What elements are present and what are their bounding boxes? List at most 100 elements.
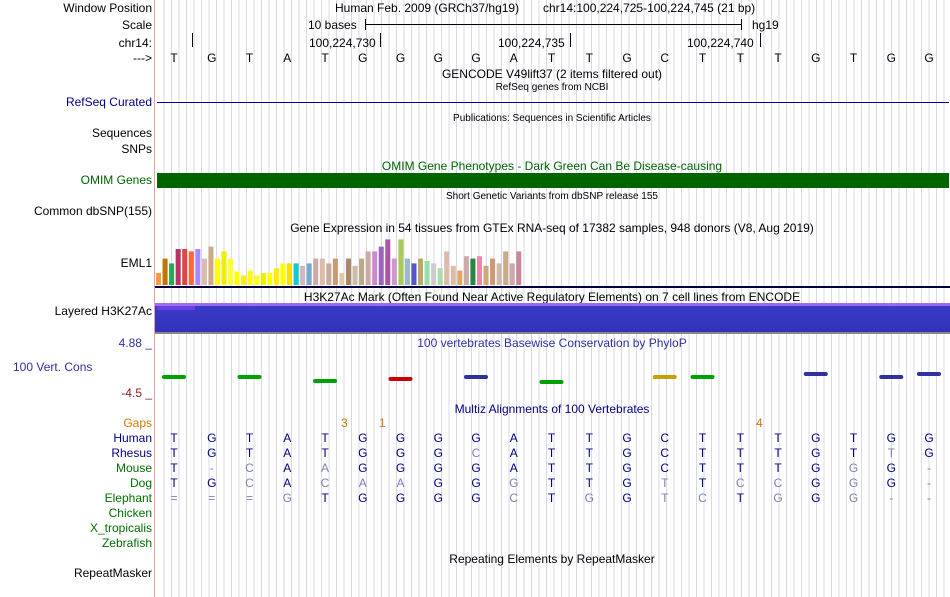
species-label[interactable]: Chicken	[108, 506, 152, 520]
ruler-tick-label: 100,224,735	[498, 36, 565, 50]
base-gridlines	[163, 0, 945, 597]
gtex-tissue-bar	[319, 258, 325, 285]
gtex-tissue-bar	[332, 258, 338, 285]
alignment-base: T	[245, 431, 254, 445]
species-label[interactable]: Rhesus	[111, 446, 152, 460]
phylop-title[interactable]: 100 vertebrates Basewise Conservation by…	[417, 336, 687, 350]
alignment-base: T	[661, 491, 669, 505]
alignment-base: G	[622, 476, 632, 490]
alignment-base: T	[170, 431, 178, 445]
alignment-base: T	[547, 431, 556, 445]
common-dbsnp-label[interactable]: Common dbSNP(155)	[33, 204, 152, 218]
omim-genes-label[interactable]: OMIM Genes	[80, 173, 152, 187]
alignment-base: T	[547, 461, 556, 475]
alignment-base: -	[927, 491, 931, 505]
alignment-base: C	[509, 491, 519, 505]
omim-gene-bar[interactable]	[157, 173, 949, 188]
snps-label[interactable]: SNPs	[121, 142, 152, 156]
alignment-base: T	[170, 461, 178, 475]
alignment-base: A	[283, 476, 292, 490]
alignment-base: G	[395, 446, 406, 460]
gtex-tissue-bar	[182, 249, 188, 285]
alignment-base: T	[321, 431, 329, 445]
species-label[interactable]: Human	[113, 431, 152, 445]
gtex-gene-label[interactable]: EML1	[120, 256, 152, 270]
gtex-tissue-bar	[476, 256, 482, 285]
alignment-base: G	[886, 476, 896, 490]
alignment-base: T	[887, 446, 895, 460]
refseq-subtitle[interactable]: RefSeq genes from NCBI	[495, 82, 609, 93]
gtex-tissue-bar	[300, 265, 306, 285]
phylop-track-label[interactable]: 100 Vert. Cons	[13, 360, 93, 374]
dbsnp-title[interactable]: Short Genetic Variants from dbSNP releas…	[446, 191, 658, 202]
alignment-base: A	[509, 446, 518, 460]
alignment-base: T	[849, 446, 858, 460]
alignment-base: =	[245, 491, 253, 505]
species-label[interactable]: X_tropicalis	[89, 521, 152, 535]
h3k27ac-signal[interactable]	[155, 303, 950, 332]
phylop-mark	[652, 375, 677, 379]
alignment-base: G	[848, 476, 859, 490]
gtex-tissue-bar	[247, 270, 253, 285]
gtex-expression-chart[interactable]	[155, 237, 535, 287]
phylop-conservation-logo[interactable]	[155, 365, 950, 395]
gtex-tissue-bar	[201, 258, 207, 285]
alignment-base: G	[395, 461, 406, 475]
gtex-tissue-bar	[391, 258, 397, 285]
base-letter: G	[395, 51, 406, 65]
multiz-title[interactable]: Multiz Alignments of 100 Vertebrates	[454, 402, 650, 416]
gencode-title[interactable]: GENCODE V49lift37 (2 items filtered out)	[441, 67, 663, 81]
gaps-label[interactable]: Gaps	[123, 416, 152, 430]
species-label[interactable]: Mouse	[115, 461, 152, 475]
species-label[interactable]: Elephant	[104, 491, 152, 505]
gtex-tissue-bar	[424, 261, 430, 285]
alignment-base: -	[927, 476, 931, 490]
alignment-base: A	[509, 461, 518, 475]
alignment-base: C	[245, 461, 254, 475]
gtex-tissue-bar	[418, 258, 424, 285]
repeatmasker-title[interactable]: Repeating Elements by RepeatMasker	[449, 552, 655, 566]
alignment-base: T	[661, 476, 669, 490]
alignment-base: G	[471, 461, 481, 475]
gtex-tissue-bar	[273, 268, 279, 285]
alignment-base: T	[547, 446, 556, 460]
species-label[interactable]: Dog	[129, 476, 152, 490]
phylop-mark	[162, 375, 186, 379]
strand-arrow-label[interactable]: --->	[133, 51, 152, 65]
alignment-base: A	[358, 476, 367, 490]
gtex-tissue-bar	[411, 263, 417, 285]
base-letter: T	[849, 51, 858, 65]
alignment-base: C	[660, 431, 670, 445]
publications-title[interactable]: Publications: Sequences in Scientific Ar…	[453, 113, 651, 124]
ruler-tick-label: 100,224,740	[687, 36, 754, 50]
layered-h3k27ac-label[interactable]: Layered H3K27Ac	[54, 304, 152, 318]
base-letter: T	[774, 51, 782, 65]
alignment-base: G	[622, 431, 632, 445]
alignment-base: -	[209, 461, 214, 475]
alignment-base: G	[433, 476, 443, 490]
gtex-tissue-bar	[195, 249, 201, 285]
assembly-title: Human Feb. 2009 (GRCh37/hg19)	[335, 1, 520, 15]
repeatmasker-label[interactable]: RepeatMasker	[73, 566, 152, 580]
alignment-base: A	[283, 446, 292, 460]
sequences-label[interactable]: Sequences	[91, 126, 152, 140]
base-letter: G	[358, 51, 368, 65]
gtex-tissue-bar	[313, 258, 319, 285]
alignment-base: A	[396, 476, 405, 490]
alignment-base: C	[660, 461, 670, 475]
species-label[interactable]: Zebrafish	[101, 536, 152, 550]
phylop-mark	[313, 379, 337, 383]
gtex-tissue-bar	[254, 275, 260, 285]
alignment-base: =	[208, 491, 216, 505]
gtex-title[interactable]: Gene Expression in 54 tissues from GTEx …	[290, 221, 814, 235]
h3k27ac-title[interactable]: H3K27Ac Mark (Often Found Near Active Re…	[303, 290, 801, 304]
label-divider	[154, 0, 155, 597]
alignment-base: G	[848, 461, 859, 475]
phylop-mark	[388, 377, 413, 381]
alignment-base: T	[774, 446, 782, 460]
base-letter: G	[207, 51, 217, 65]
alignment-base: G	[811, 461, 821, 475]
ruler-tick	[380, 33, 381, 47]
omim-title[interactable]: OMIM Gene Phenotypes - Dark Green Can Be…	[381, 159, 723, 173]
refseq-curated-label[interactable]: RefSeq Curated	[65, 95, 152, 109]
